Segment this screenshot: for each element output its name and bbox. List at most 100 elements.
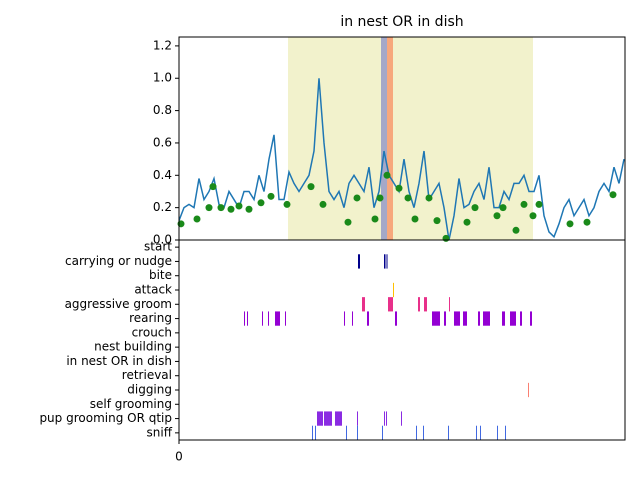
y-tick-label: crouch	[132, 325, 172, 339]
event-bar	[367, 311, 369, 326]
event-bar	[362, 297, 365, 312]
event-bar	[382, 425, 383, 440]
data-point	[353, 194, 361, 202]
event-bar	[530, 311, 532, 326]
event-bar	[424, 297, 427, 312]
data-point	[209, 183, 217, 191]
data-point	[404, 194, 412, 202]
event-bar	[324, 411, 332, 426]
data-point	[535, 200, 543, 208]
event-bar	[384, 411, 385, 426]
event-bar	[444, 311, 446, 326]
y-tick-label: retrieval	[122, 368, 172, 382]
event-bar	[346, 425, 347, 440]
y-tick-label: start	[144, 240, 172, 254]
data-point	[283, 200, 291, 208]
data-point	[376, 194, 384, 202]
data-point	[583, 218, 591, 226]
event-bar	[357, 425, 358, 440]
data-point	[499, 204, 507, 212]
data-point	[371, 215, 379, 223]
y-tick-label: digging	[127, 383, 172, 397]
event-bar	[386, 254, 388, 269]
data-point	[425, 194, 433, 202]
event-bar	[497, 425, 498, 440]
event-bar	[335, 411, 342, 426]
event-bar	[502, 311, 505, 326]
event-bar	[416, 425, 417, 440]
y-tick-label: self grooming	[90, 397, 172, 411]
data-point	[493, 212, 501, 220]
event-bar	[510, 311, 516, 326]
chart-title: in nest OR in dish	[340, 14, 463, 30]
event-bar	[315, 425, 316, 440]
y-tick-label: aggressive groom	[65, 297, 172, 311]
event-bar	[401, 411, 402, 426]
event-bar	[454, 311, 460, 326]
event-bar	[388, 297, 393, 312]
event-bar	[275, 311, 280, 326]
event-bar	[268, 311, 269, 326]
y-tick-label: carrying or nudge	[65, 254, 172, 268]
shaded-span	[288, 37, 533, 240]
event-bar	[483, 311, 490, 326]
event-bar	[480, 425, 481, 440]
event-bar	[528, 382, 529, 398]
event-bar	[423, 425, 424, 440]
data-point	[245, 205, 253, 213]
data-point	[257, 199, 265, 207]
y-tick-label: 0.0	[153, 233, 172, 247]
event-bar	[247, 311, 248, 326]
event-bar	[449, 297, 450, 312]
event-bar	[352, 311, 353, 326]
y-tick-label: 0.4	[153, 168, 172, 182]
event-bar	[262, 311, 263, 326]
data-point	[463, 218, 471, 226]
y-tick-label: 0.6	[153, 135, 172, 149]
y-tick-label: 0.2	[153, 200, 172, 214]
event-bar	[395, 311, 397, 326]
data-point	[227, 205, 235, 213]
event-bar	[317, 411, 323, 426]
data-point	[217, 204, 225, 212]
event-bar	[432, 311, 440, 326]
data-point	[566, 220, 574, 228]
data-point	[433, 217, 441, 225]
event-bar	[448, 425, 449, 440]
data-point	[609, 191, 617, 199]
y-tick-label: 1.2	[153, 38, 172, 52]
y-tick-label: rearing	[129, 311, 172, 325]
y-tick-label: in nest OR in dish	[66, 354, 172, 368]
data-point	[307, 183, 315, 191]
event-bar	[357, 411, 358, 426]
event-bar	[520, 311, 522, 326]
event-bar	[505, 425, 506, 440]
data-point	[395, 184, 403, 192]
event-bar	[312, 425, 313, 440]
data-point	[267, 192, 275, 200]
data-point	[235, 202, 243, 210]
event-bar	[384, 254, 386, 269]
event-bar	[463, 311, 467, 326]
y-tick-label: sniff	[147, 425, 173, 439]
shaded-span	[381, 37, 387, 240]
event-bar	[386, 411, 387, 426]
y-tick-label: nest building	[94, 340, 172, 354]
event-bar	[358, 254, 360, 269]
data-point	[471, 204, 479, 212]
data-point	[193, 215, 201, 223]
data-point	[442, 234, 450, 242]
axes-frame	[178, 239, 626, 441]
data-point	[344, 218, 352, 226]
data-point	[411, 215, 419, 223]
y-tick-label: bite	[149, 268, 172, 282]
data-point	[383, 171, 391, 179]
data-point	[520, 200, 528, 208]
y-tick-label: 0.8	[153, 103, 172, 117]
event-bar	[285, 311, 286, 326]
y-tick-label: 1.0	[153, 71, 172, 85]
x-tick-label: 0	[175, 450, 183, 464]
event-bar	[476, 425, 477, 440]
data-line	[179, 78, 625, 240]
